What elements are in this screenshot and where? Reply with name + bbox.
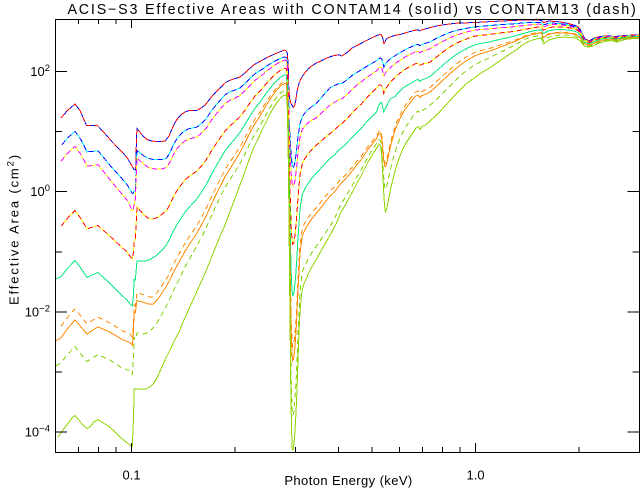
svg-text:1.0: 1.0 [467, 468, 485, 483]
svg-text:Effective Area (cm2): Effective Area (cm2) [6, 153, 22, 305]
svg-text:ACIS−S3 Effective Areas with C: ACIS−S3 Effective Areas with CONTAM14 (s… [67, 2, 637, 18]
svg-text:0.1: 0.1 [123, 468, 141, 483]
svg-text:Photon Energy (keV): Photon Energy (keV) [284, 473, 412, 488]
